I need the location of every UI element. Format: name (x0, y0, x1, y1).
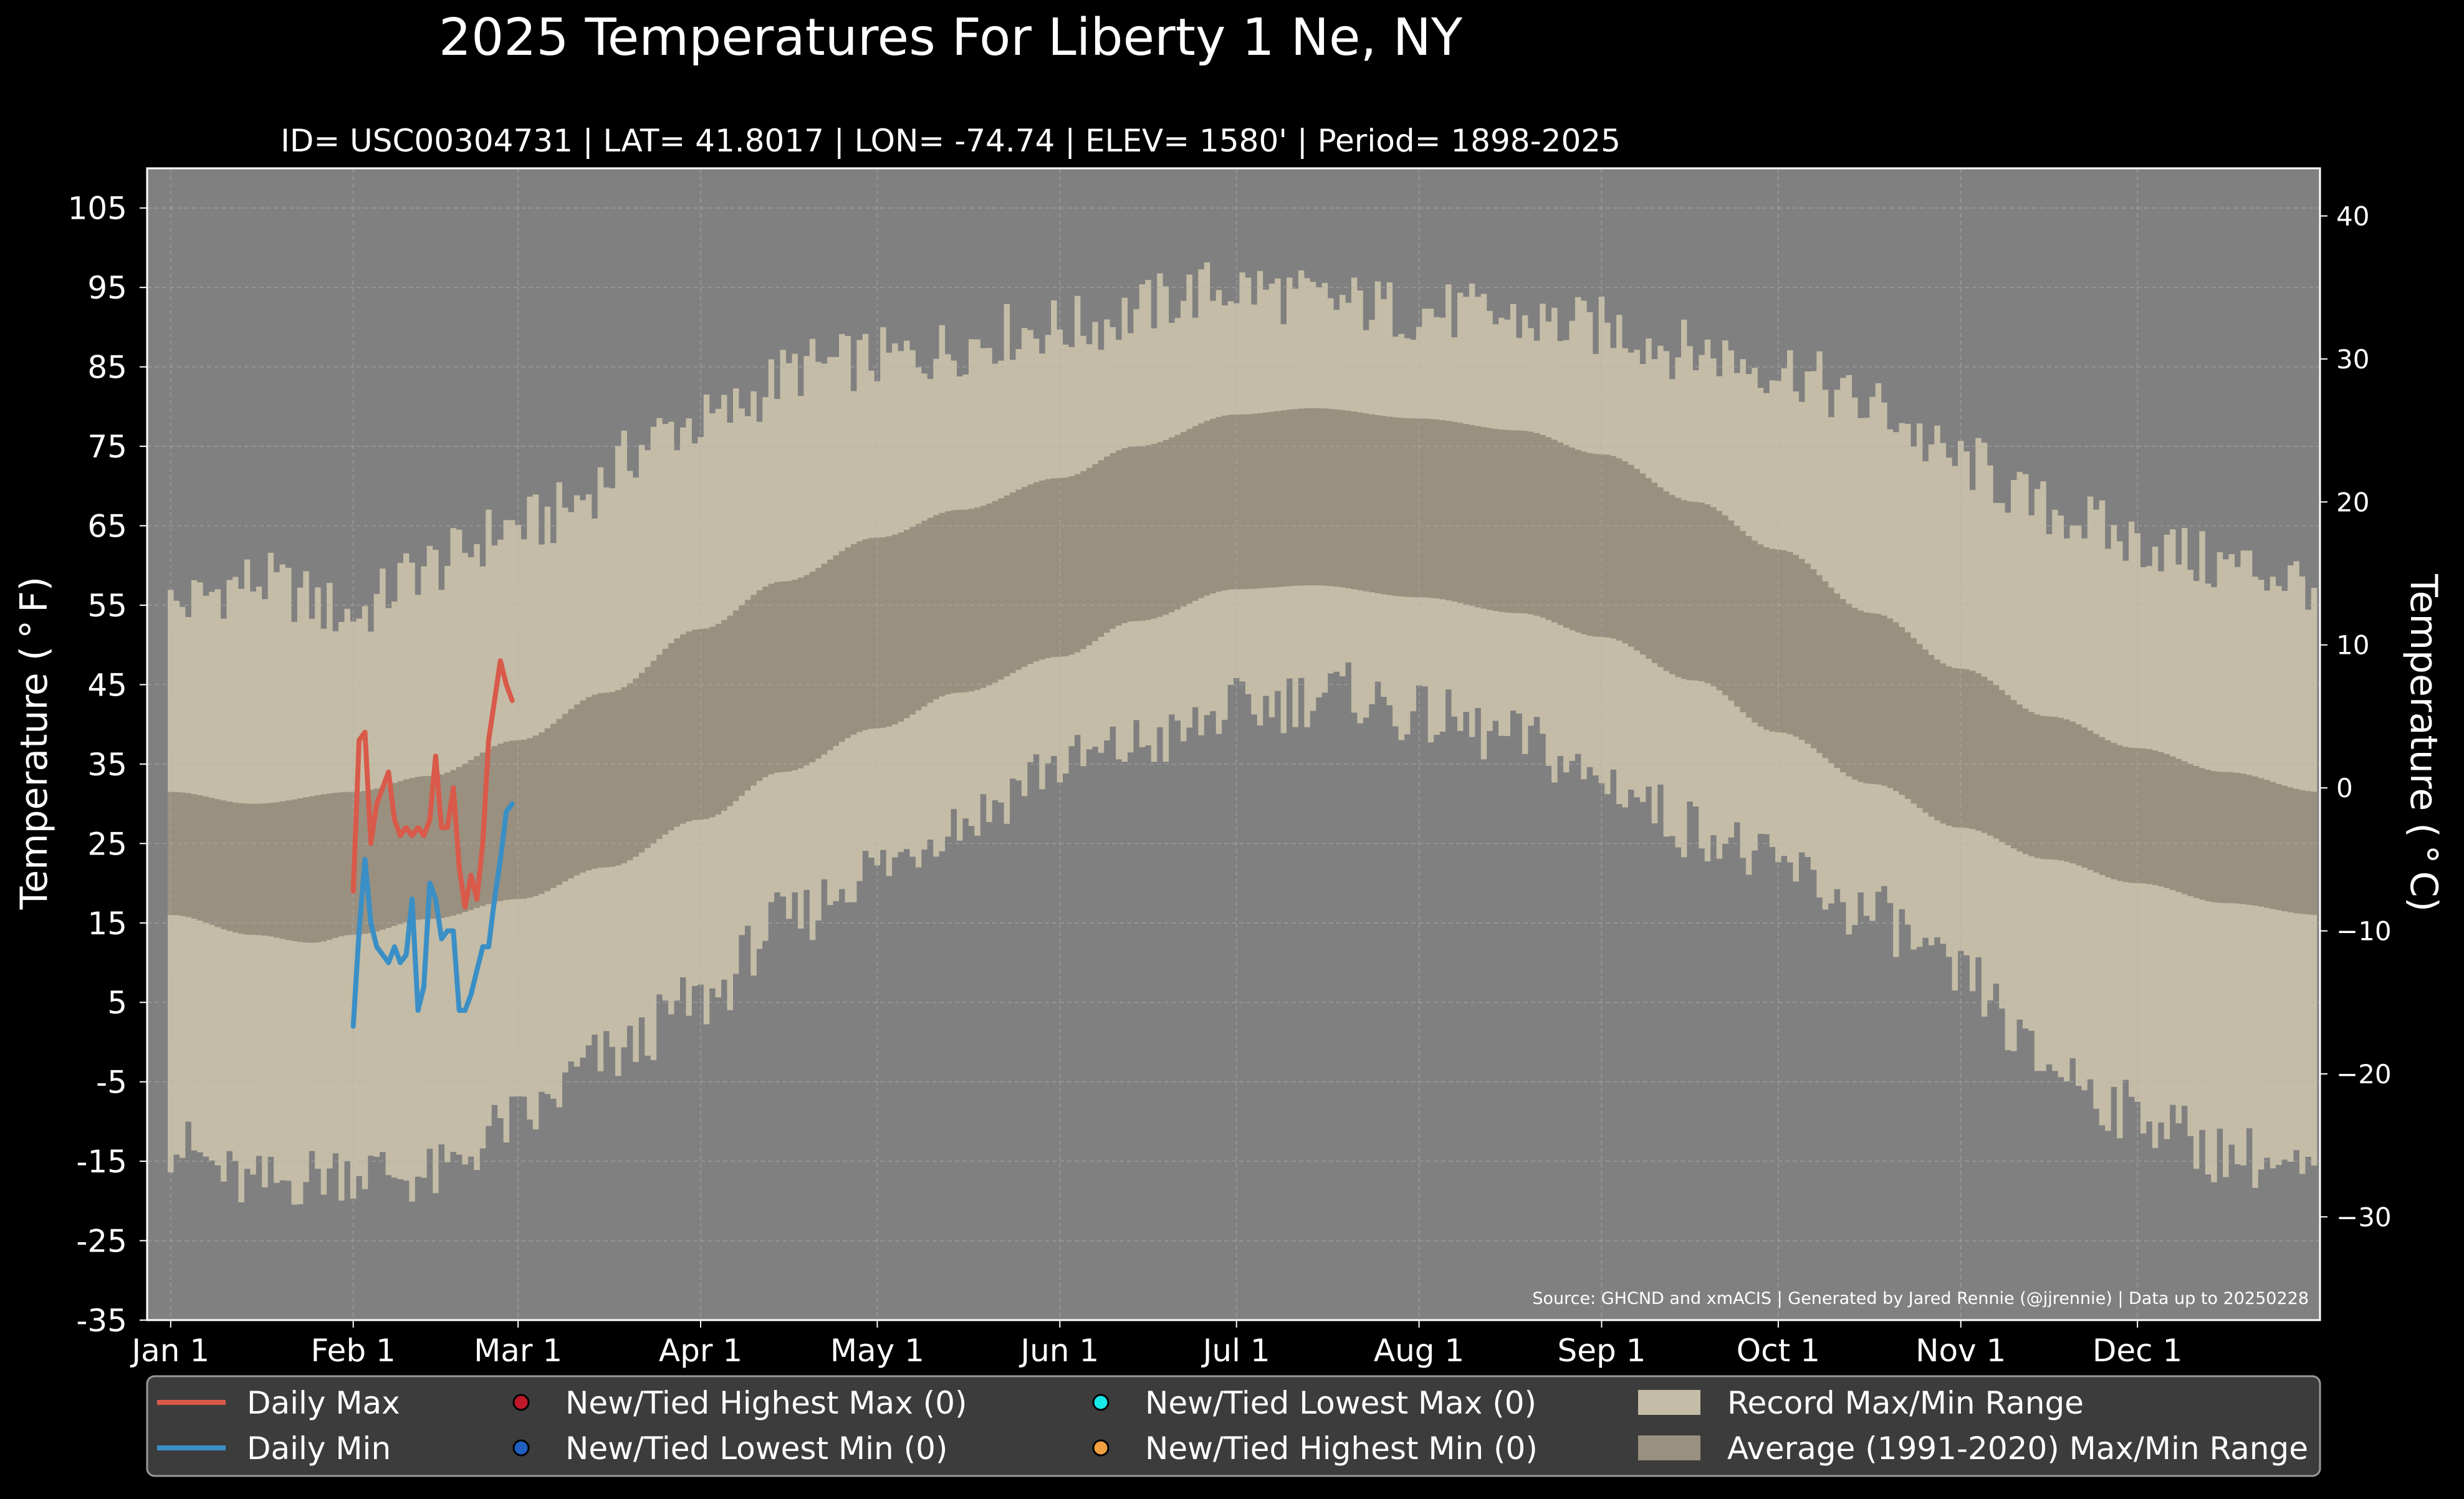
x-tick-label: Dec 1 (2092, 1333, 2182, 1369)
chart-subtitle: ID= USC00304731 | LAT= 41.8017 | LON= -7… (280, 123, 1621, 159)
y-tick-label: -15 (76, 1144, 127, 1180)
y-right-tick-label: −20 (2336, 1059, 2392, 1090)
y-tick-label: 15 (87, 906, 127, 942)
legend-box (146, 1375, 2321, 1477)
y-right-tick-label: 20 (2336, 487, 2369, 517)
y-tick-label: 65 (87, 509, 127, 545)
legend-marker-swatch (512, 1439, 530, 1457)
legend-label: Record Max/Min Range (1727, 1385, 2084, 1421)
legend-label: New/Tied Lowest Min (0) (565, 1430, 947, 1467)
source-note: Source: GHCND and xmACIS | Generated by … (1532, 1289, 2309, 1308)
legend-label: Average (1991-2020) Max/Min Range (1727, 1430, 2308, 1467)
y-right-tick-label: 30 (2336, 344, 2369, 375)
y-right-tick-label: −30 (2336, 1202, 2392, 1232)
daily-max-line (350, 658, 515, 910)
x-tick-label: Aug 1 (1374, 1333, 1464, 1369)
y-tick-label: 85 (87, 350, 127, 386)
y-tick-label: 95 (87, 270, 127, 306)
legend-label: New/Tied Highest Max (0) (565, 1385, 967, 1421)
legend-marker-swatch (512, 1394, 530, 1411)
y-right-tick-label: 40 (2336, 201, 2369, 231)
legend-marker-swatch (1092, 1394, 1110, 1411)
x-tick-label: Oct 1 (1737, 1333, 1820, 1369)
chart-title: 2025 Temperatures For Liberty 1 Ne, NY (439, 8, 1463, 67)
average-range-area (168, 408, 2318, 943)
x-tick-label: Jun 1 (1019, 1333, 1099, 1369)
y-tick-label: 45 (87, 667, 127, 703)
y-tick-label: 55 (87, 588, 127, 624)
legend-patch-swatch (1638, 1390, 1700, 1415)
legend-marker-swatch (1092, 1439, 1110, 1457)
y-tick-label: 5 (107, 985, 127, 1021)
daily-min-line (350, 801, 515, 1029)
y-tick-label: -35 (76, 1303, 127, 1339)
x-tick-label: Mar 1 (474, 1333, 562, 1369)
legend: Daily Max Daily Min New/Tied Highest Max (… (146, 1375, 2321, 1477)
x-tick-label: Jan 1 (130, 1333, 209, 1369)
y-tick-label: -25 (76, 1224, 127, 1260)
y-right-tick-label: −10 (2336, 916, 2392, 947)
y-right-tick-label: 10 (2336, 630, 2369, 661)
y-tick-label: 25 (87, 826, 127, 862)
x-tick-label: Nov 1 (1915, 1333, 2006, 1369)
plot-frame (146, 167, 2321, 1321)
legend-label: New/Tied Lowest Max (0) (1145, 1385, 1536, 1421)
y-tick-label: -5 (96, 1065, 127, 1101)
y-axis-label-right: Temperature ( ° C) (2402, 573, 2445, 912)
legend-label: Daily Min (247, 1430, 391, 1467)
legend-label: New/Tied Highest Min (0) (1145, 1430, 1538, 1467)
legend-patch-swatch (1638, 1435, 1700, 1460)
record-range-area (168, 262, 2318, 1205)
y-tick-label: 35 (87, 747, 127, 783)
x-tick-label: Apr 1 (659, 1333, 742, 1369)
x-tick-label: May 1 (830, 1333, 924, 1369)
legend-label: Daily Max (247, 1385, 400, 1421)
y-right-tick-label: 0 (2336, 773, 2353, 803)
y-axis-label-left: Temperature ( ° F) (12, 577, 56, 910)
x-tick-label: Sep 1 (1557, 1333, 1646, 1369)
x-tick-label: Feb 1 (311, 1333, 396, 1369)
x-tick-label: Jul 1 (1201, 1333, 1270, 1369)
y-tick-label: 75 (87, 429, 127, 465)
y-tick-label: 105 (68, 191, 127, 227)
